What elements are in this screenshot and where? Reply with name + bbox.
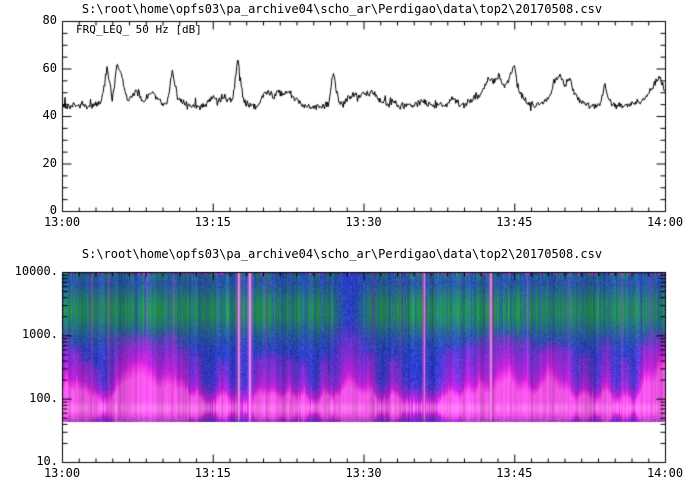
y-tick-label: 0 xyxy=(49,203,57,217)
y-tick-label: 1000. xyxy=(21,327,58,342)
y-tick-label: 10000. xyxy=(14,264,58,278)
x-tick-label: 14:00 xyxy=(646,215,684,229)
timeseries-canvas xyxy=(0,0,684,240)
y-tick-label: 20 xyxy=(42,155,57,170)
series-label: FRQ_LEQ_ 50 Hz [dB] xyxy=(76,23,202,36)
spectrogram-canvas xyxy=(0,240,684,504)
y-tick-label: 100. xyxy=(29,390,58,405)
y-tick-label: 40 xyxy=(42,108,57,122)
y-tick-label: 60 xyxy=(42,60,57,75)
y-tick-label: 10. xyxy=(36,454,58,468)
x-tick-label: 13:45 xyxy=(496,215,533,229)
x-tick-label: 13:00 xyxy=(43,466,81,480)
x-tick-label: 13:45 xyxy=(496,466,533,480)
y-tick-label: 80 xyxy=(42,13,57,27)
x-tick-label: 13:30 xyxy=(345,466,382,480)
x-tick-label: 13:00 xyxy=(43,215,81,229)
x-tick-label: 13:15 xyxy=(194,215,231,229)
spectrogram-chart-title: S:\root\home\opfs03\pa_archive04\scho_ar… xyxy=(81,247,603,261)
x-tick-label: 14:00 xyxy=(646,466,684,480)
x-tick-label: 13:15 xyxy=(194,466,231,480)
x-tick-label: 13:30 xyxy=(345,215,382,229)
timeseries-chart-title: S:\root\home\opfs03\pa_archive04\scho_ar… xyxy=(81,2,603,16)
